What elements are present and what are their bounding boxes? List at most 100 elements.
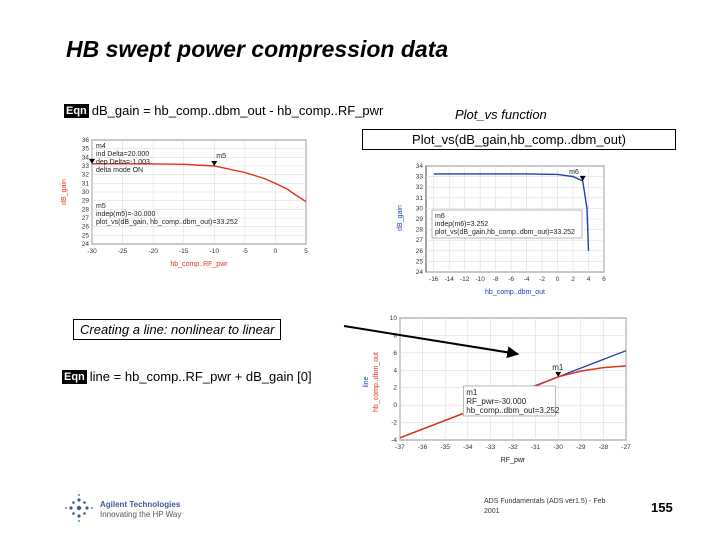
x-tick-label: -36 [418,444,428,451]
readout-line: hb_comp..dbm_out=3.252 [466,406,560,415]
footer-note-line1: ADS Fundamentals (ADS ver1.5) - Feb [484,498,606,505]
y-axis-label-line: line [363,376,370,387]
agilent-logo [64,493,94,523]
y-tick-label: 31 [82,180,90,187]
line-caption: Creating a line: nonlinear to linear [73,319,282,340]
slide-title: HB swept power compression data [66,36,449,62]
company-name-text: Agilent Technologies [100,500,181,509]
y-tick-label: 8 [393,332,397,339]
x-tick-label: -4 [524,276,530,283]
y-axis-label-series: hb_comp..dbm_out [373,352,380,412]
marker-m1-triangle [555,371,562,377]
x-tick-label: 4 [587,276,591,283]
x-tick-label: -20 [148,248,158,255]
readout-line: indep(m6)=3.252 [435,221,488,228]
y-tick-label: 28 [416,227,424,234]
y-tick-label: 33 [416,174,424,181]
readout-line: indep(m5)=-30.000 [96,211,155,218]
footer-note-line2: 2001 [484,508,500,515]
agilent-spark-icon [65,494,93,522]
x-tick-label: -29 [576,444,586,451]
x-tick-label: -32 [508,444,518,451]
y-tick-label: 30 [416,205,424,212]
x-tick-label: 2 [571,276,575,283]
y-tick-label: 27 [82,215,90,222]
marker-m5-triangle [211,161,218,166]
x-tick-label: -5 [242,248,248,255]
x-tick-label: -14 [445,276,455,283]
y-tick-label: -4 [391,437,397,444]
x-tick-label: -25 [118,248,128,255]
y-tick-label: 24 [82,241,90,248]
readout-line: m5 [96,203,106,210]
y-tick-label: 25 [416,258,424,265]
readout-line: RF_pwr=-30.000 [466,397,526,406]
y-tick-label: 25 [82,232,90,239]
x-tick-label: 6 [602,276,606,283]
readout-line: delta mode ON [96,167,143,174]
y-tick-label: 32 [82,172,90,179]
x-tick-label: -16 [429,276,439,283]
company-name: Agilent Technologies Innovating the HP W… [100,500,181,520]
x-tick-label: -15 [179,248,189,255]
y-tick-label: 29 [82,198,90,205]
x-tick-label: -12 [460,276,470,283]
eqn-icon-2: Eqn [62,369,87,384]
y-tick-label: 26 [82,224,90,231]
y-axis-label: dB_gain [61,179,68,205]
company-tagline: Innovating the HP Way [100,510,182,519]
readout-box [462,385,556,417]
readout-line: m6 [435,213,445,220]
eqn2-text: line = hb_comp..RF_pwr + dB_gain [0] [89,369,312,384]
readout-line: m1 [466,388,478,397]
y-tick-label: 33 [82,163,90,170]
y-tick-label: 2 [393,385,397,392]
x-tick-label: -27 [621,444,631,451]
y-tick-label: 35 [82,146,90,153]
y-tick-label: 10 [390,315,398,322]
readout-line: ind Delta=20.000 [96,151,149,158]
eqn1-text: dB_gain = hb_comp..dbm_out - hb_comp..RF… [91,103,384,118]
marker-m6-triangle [579,175,586,181]
x-tick-label: -34 [463,444,473,451]
x-tick-label: -30 [87,248,97,255]
gain-curve [433,173,590,251]
marker-m5-label: m5 [216,153,226,160]
plotvs-box: Plot_vs(dB_gain,hb_comp..dbm_out) [362,129,676,150]
y-tick-label: 6 [393,350,397,357]
x-tick-label: -10 [210,248,220,255]
readout-box [431,209,583,239]
x-tick-label: 0 [556,276,560,283]
x-tick-label: -2 [539,276,545,283]
eqn2-row: Eqn line = hb_comp..RF_pwr + dB_gain [0] [62,369,312,384]
y-tick-label: 29 [416,216,424,223]
y-tick-label: 34 [82,154,90,161]
x-tick-label: 5 [304,248,308,255]
x-tick-label: -31 [531,444,541,451]
y-tick-label: 26 [416,248,424,255]
chart2-plot: -16 -14 -12 -10 -8 -6 -4 -2 0 2 4 63433323130292827… [397,163,606,296]
line-vs-rfpwr-chart: -37 -36 -35 -34 -33 -32 -31 -30 -29 -28 -27 10 8 6 4 2 0… [363,315,631,464]
y-tick-label: 27 [416,237,424,244]
x-tick-label: 0 [274,248,278,255]
y-tick-label: 31 [416,195,424,202]
y-tick-label: 32 [416,184,424,191]
marker-readout-m6: m6indep(m6)=3.252plot_vs(dB_gain,hb_comp… [431,209,583,239]
y-tick-label: 30 [82,189,90,196]
readout-line: m4 [96,143,106,150]
x-tick-label: -35 [440,444,450,451]
y-axis-label: dB_gain [397,205,404,231]
gain-vs-dbmout-chart: -16 -14 -12 -10 -8 -6 -4 -2 0 2 4 63433323130292827… [397,163,606,296]
footer-note: ADS Fundamentals (ADS ver1.5) - Feb 2001 [484,497,605,517]
caption-arrow [343,325,520,359]
x-tick-label: -37 [395,444,405,451]
x-tick-label: -28 [599,444,609,451]
x-axis-label: hb_comp..dbm_out [485,289,545,296]
plotvs-caption: Plot_vs function [455,107,547,122]
x-tick-label: -10 [475,276,485,283]
